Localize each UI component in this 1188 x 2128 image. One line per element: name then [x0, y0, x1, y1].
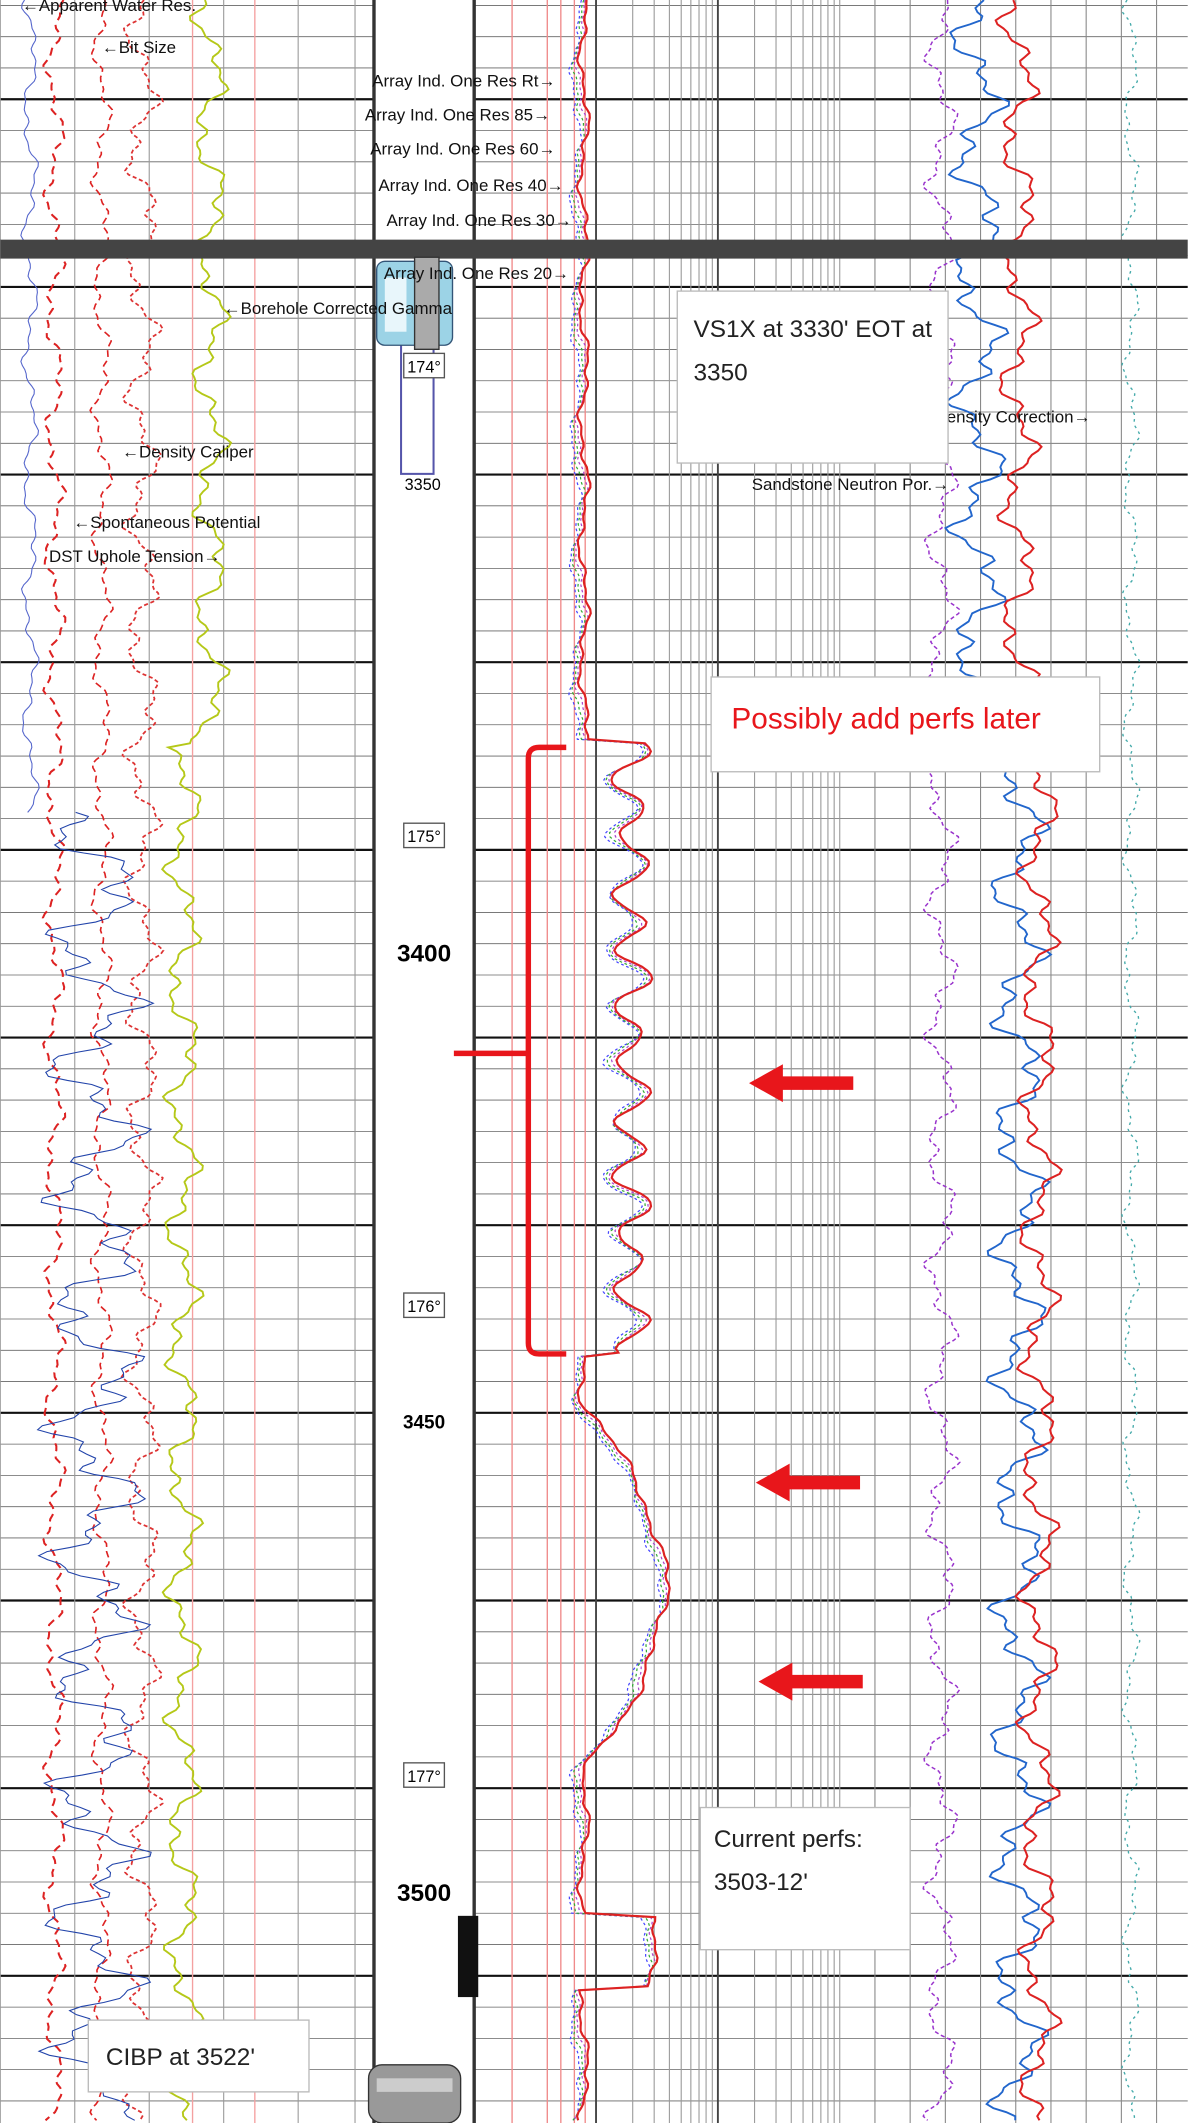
temperature: 176°: [404, 1293, 445, 1317]
curve-label: Array Ind. One Res 85→: [365, 106, 550, 125]
temperature: 177°: [404, 1763, 445, 1787]
curve-label: ←Apparent Water Res.: [22, 0, 196, 15]
bottom-tool: [369, 2065, 461, 2123]
annotation: 3503-12': [714, 1869, 808, 1896]
temperature: 174°: [404, 353, 445, 377]
annotation-box: VS1X at 3330' EOT at 3350: [677, 291, 948, 463]
temperature-label: 175°: [407, 828, 441, 846]
depth-label: 3350: [405, 476, 441, 494]
arrows: [749, 1064, 863, 1700]
annotation-box: CIBP at 3522': [88, 2020, 309, 2092]
curve-label: Density Correction→: [935, 407, 1091, 426]
depth-label: 3500: [397, 1880, 451, 1907]
annotation-box: Current perfs: 3503-12': [700, 1808, 910, 1950]
temperature-label: 174°: [407, 358, 441, 376]
curve-label: Array Ind. One Res 20→: [384, 264, 569, 283]
annotation: 3350: [694, 359, 748, 386]
annotation: Current perfs:: [714, 1826, 863, 1853]
curve-label: ←Spontaneous Potential: [73, 513, 260, 532]
well-log: ←Apparent Water Res. ←Bit Size Array Ind…: [0, 0, 1188, 2123]
curve-label: DST Uphole Tension→: [49, 547, 220, 566]
perf-marker: [458, 1916, 478, 1997]
annotation: CIBP at 3522': [106, 2044, 255, 2071]
depth-label: 3400: [397, 940, 451, 967]
temperature-label: 177°: [407, 1768, 441, 1786]
curve-label: Sandstone Neutron Por.→: [752, 475, 949, 494]
band: [0, 240, 1187, 259]
annotation-box: Possibly add perfs later: [711, 677, 1100, 772]
curve-label: Array Ind. One Res 40→: [378, 176, 563, 195]
temperature-label: 176°: [407, 1298, 441, 1316]
depth-label: 3450: [403, 1412, 445, 1433]
curve-label: Array Ind. One Res 30→: [387, 211, 572, 230]
annotation: VS1X at 3330' EOT at: [694, 316, 933, 343]
curve-label: ←Borehole Corrected Gamma: [224, 299, 453, 318]
temperature: 175°: [404, 823, 445, 847]
curve-label: ←Density Caliper: [122, 443, 254, 462]
curve-label: ←Bit Size: [102, 38, 176, 57]
curve: [21, 0, 39, 812]
annotation: Possibly add perfs later: [731, 702, 1040, 735]
curve-label: Array Ind. One Res Rt→: [372, 72, 555, 91]
curve-label: Array Ind. One Res 60→: [370, 139, 555, 158]
